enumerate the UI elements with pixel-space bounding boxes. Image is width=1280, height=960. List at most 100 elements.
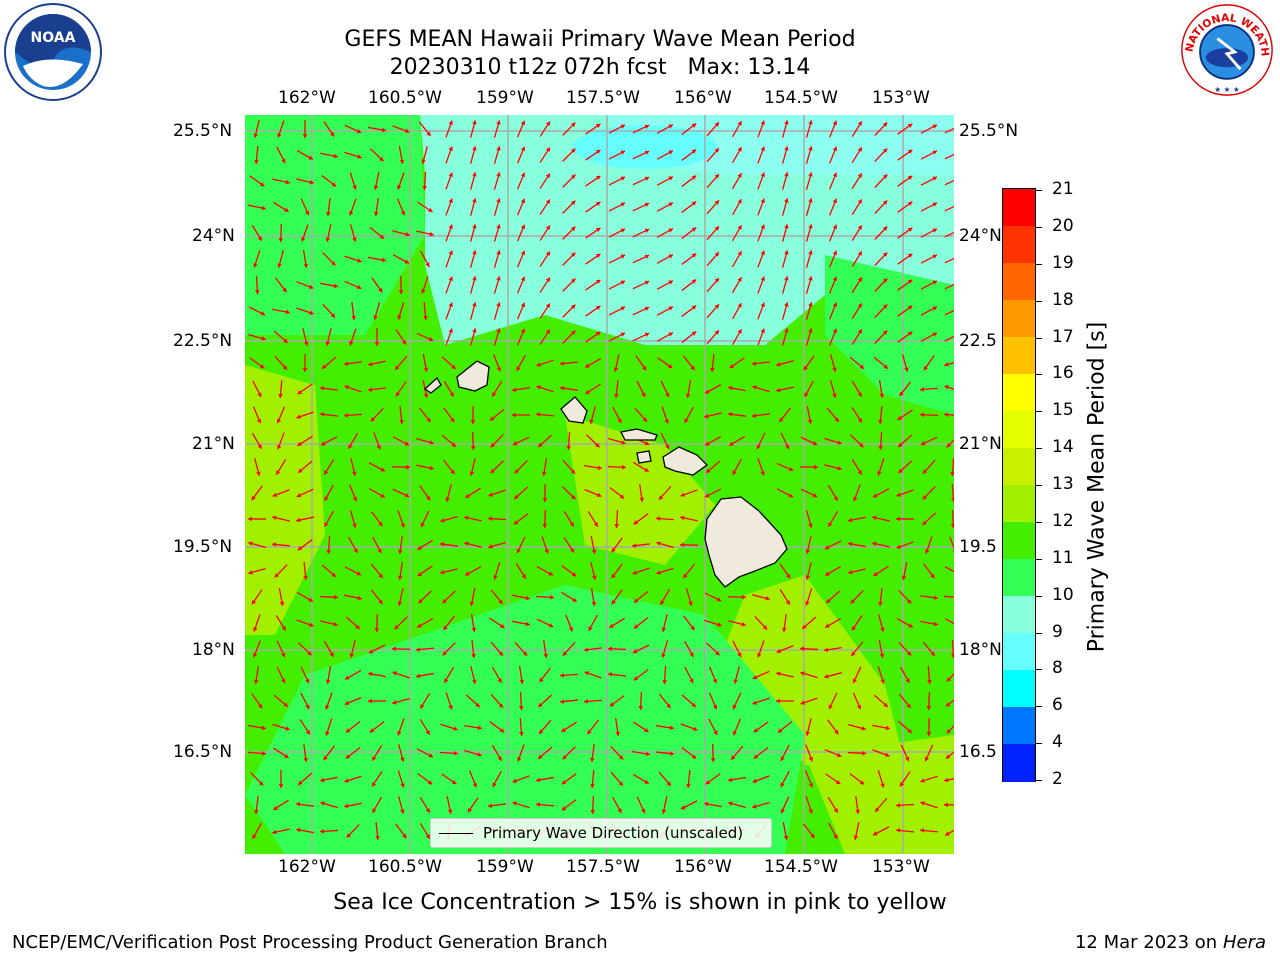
wave-arrow-head	[543, 653, 549, 658]
wave-arrow-head	[932, 254, 937, 259]
wave-arrow-head	[641, 808, 646, 814]
lon-tick-top: 153°W	[872, 88, 930, 108]
wave-arrow-head	[873, 571, 878, 576]
wave-arrow-head	[932, 228, 937, 233]
wave-arrow-head	[325, 705, 330, 710]
wave-arrow-head	[590, 783, 595, 788]
wave-arrow-head	[592, 575, 597, 580]
wave-arrow-head	[760, 198, 765, 203]
wave-arrow-head	[898, 468, 903, 474]
wave-arrow-head	[608, 646, 612, 652]
wave-arrow-head	[862, 750, 866, 756]
wave-arrow-head	[512, 412, 516, 418]
wave-arrow-head	[620, 202, 626, 207]
wave-arrow-head	[568, 626, 574, 632]
wave-arrow-head	[617, 418, 622, 423]
wave-arrow-head	[800, 646, 804, 652]
wave-arrow-head	[373, 185, 379, 190]
wave-arrow-head	[752, 700, 757, 705]
colorbar-tick-label: 13	[1052, 474, 1074, 494]
wave-arrow-head	[477, 725, 482, 731]
wave-arrow-head	[896, 516, 900, 522]
wave-arrow-head	[584, 699, 589, 704]
wave-arrow-head	[404, 441, 409, 446]
wave-arrow-head	[284, 753, 289, 758]
wave-arrow-head	[274, 573, 280, 578]
colorbar-title: Primary Wave Mean Period [s]	[1084, 321, 1110, 653]
wave-arrow-head	[833, 496, 838, 501]
wave-arrow-head	[878, 445, 884, 450]
wave-arrow-head	[308, 155, 313, 160]
wave-arrow-head	[832, 302, 838, 308]
wave-arrow-head	[872, 515, 877, 521]
wave-arrow-head	[370, 417, 376, 422]
wave-arrow-head	[855, 809, 860, 814]
wave-arrow-head	[272, 492, 278, 498]
wave-arrow-head	[705, 389, 710, 394]
wave-arrow-head	[611, 599, 616, 605]
maui	[662, 446, 709, 476]
wave-arrow-head	[667, 364, 673, 369]
wave-arrow-head	[737, 173, 742, 178]
wave-arrow-head	[907, 123, 913, 128]
wave-arrow-head	[538, 442, 543, 448]
grid-lines	[245, 115, 954, 854]
wave-arrow-head	[683, 573, 688, 578]
colorbar-swatch	[1003, 189, 1035, 227]
wave-arrow-head	[882, 278, 888, 283]
wave-arrow-head	[808, 250, 813, 255]
wave-arrow-head	[304, 210, 310, 216]
wave-arrow-head	[253, 133, 259, 138]
wave-arrow-head	[944, 362, 949, 367]
wave-arrow-head	[595, 331, 601, 337]
wave-arrow-head	[399, 159, 405, 164]
wave-arrow-head	[808, 146, 813, 151]
wave-arrow-head	[351, 471, 357, 476]
wave-arrow-head	[584, 647, 589, 652]
wave-arrow-head	[425, 262, 430, 267]
wave-arrow-head	[448, 276, 453, 281]
wave-arrow-head	[644, 727, 649, 732]
wave-arrow-head	[344, 385, 349, 390]
wave-arrow-head	[710, 367, 715, 372]
wave-arrow-head	[668, 202, 673, 207]
wave-arrow-head	[733, 679, 738, 684]
wave-arrow-head	[951, 498, 954, 502]
wave-arrow-head	[281, 678, 286, 684]
wave-arrow-head	[932, 150, 937, 155]
wave-arrow-head	[536, 412, 541, 417]
wave-arrow-head	[668, 124, 673, 129]
wave-arrow-head	[496, 328, 501, 333]
wave-arrow-head	[923, 365, 928, 371]
wave-arrow-head	[281, 626, 286, 631]
wave-arrow-head	[907, 331, 913, 336]
wave-arrow-head	[372, 808, 377, 813]
wave-arrow-head	[691, 279, 697, 284]
wave-arrow-head	[810, 833, 815, 839]
wave-arrow-head	[493, 575, 498, 580]
wave-arrow-head	[904, 367, 909, 372]
wave-arrow-head	[741, 622, 746, 627]
wave-arrow-head	[614, 524, 620, 528]
wave-arrow-head	[620, 332, 626, 337]
wave-arrow-head	[259, 364, 265, 369]
wave-arrow-head	[369, 728, 375, 733]
wave-arrow-head	[428, 337, 434, 342]
wave-arrow-head	[545, 277, 550, 282]
wave-arrow-head	[848, 517, 853, 523]
wave-arrow-head	[668, 228, 673, 233]
wave-arrow-head	[251, 599, 257, 605]
wave-arrow-head	[303, 575, 308, 580]
wave-arrow-head	[570, 200, 576, 205]
hawaii-big-island	[704, 496, 788, 588]
wave-arrow-head	[309, 310, 314, 315]
wave-arrow-head	[832, 146, 838, 152]
wave-arrow-head	[253, 263, 258, 268]
colorbar-tick-label: 21	[1052, 179, 1074, 199]
wave-arrow-head	[851, 651, 856, 656]
wave-arrow-head	[545, 225, 550, 230]
wave-arrow-head	[560, 699, 565, 704]
wave-arrow-head	[520, 146, 526, 152]
wave-arrow-head	[852, 678, 857, 684]
wave-arrow-head	[352, 523, 357, 528]
